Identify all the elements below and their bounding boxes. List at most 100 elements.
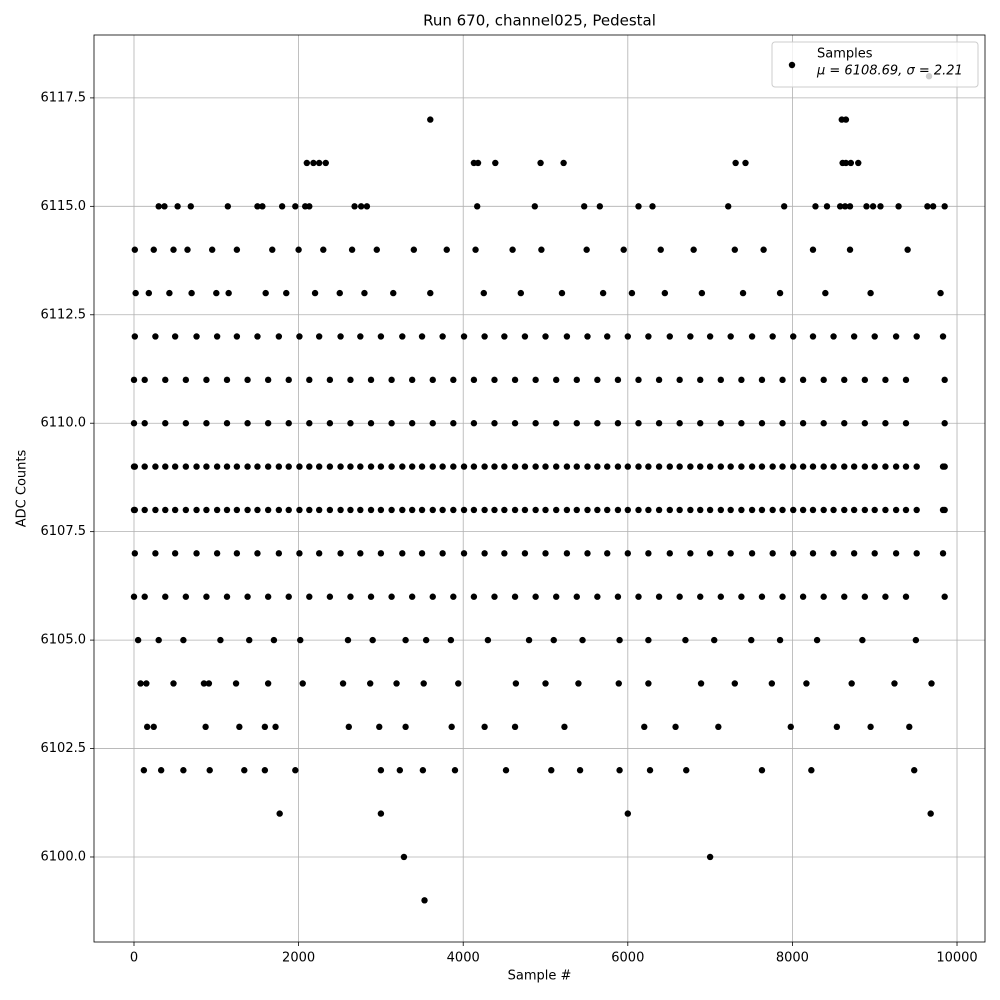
point <box>511 723 519 731</box>
point <box>203 506 210 514</box>
point <box>830 506 837 514</box>
point <box>501 550 508 557</box>
point <box>347 593 354 600</box>
legend-stats: μ = 6108.69, σ = 2.21 <box>816 64 963 79</box>
point <box>882 420 889 427</box>
point <box>655 593 663 600</box>
point <box>326 593 334 600</box>
point <box>666 333 673 340</box>
point <box>863 203 870 210</box>
point <box>725 203 732 210</box>
point <box>254 333 261 340</box>
point <box>244 420 251 427</box>
point <box>624 550 632 557</box>
point <box>200 680 208 687</box>
point <box>799 463 807 470</box>
point <box>758 420 766 427</box>
point <box>521 333 529 340</box>
point <box>511 463 519 470</box>
point <box>285 593 292 600</box>
point <box>429 506 436 514</box>
point <box>152 550 159 557</box>
point <box>455 680 462 687</box>
point <box>563 463 571 470</box>
point <box>760 246 767 253</box>
point <box>450 463 457 470</box>
point <box>645 636 652 644</box>
point <box>264 463 272 470</box>
point <box>306 203 313 210</box>
point <box>140 767 148 774</box>
point <box>225 289 232 297</box>
point <box>928 680 935 687</box>
point <box>337 333 344 340</box>
point <box>213 463 221 470</box>
point <box>553 506 560 514</box>
point <box>377 463 385 470</box>
point <box>842 159 850 167</box>
point <box>553 593 560 600</box>
point <box>594 463 601 470</box>
point <box>690 246 697 253</box>
point <box>779 420 786 427</box>
point <box>162 420 169 427</box>
point <box>285 420 292 427</box>
point <box>188 289 195 297</box>
point <box>687 333 694 340</box>
point <box>337 506 344 514</box>
point <box>698 289 706 297</box>
point <box>345 723 353 731</box>
point <box>347 420 354 427</box>
point <box>666 463 673 470</box>
point <box>320 246 327 253</box>
point <box>635 376 642 384</box>
point <box>867 289 874 297</box>
point <box>439 333 446 340</box>
point <box>161 203 168 210</box>
point <box>666 550 673 557</box>
point <box>748 463 756 470</box>
point <box>264 420 272 427</box>
point <box>809 333 817 340</box>
point <box>532 593 539 600</box>
x-tick-label: 4000 <box>447 951 480 966</box>
y-axis-label: ADC Counts <box>15 450 30 528</box>
point <box>244 506 251 514</box>
point <box>683 767 690 774</box>
point <box>841 593 848 600</box>
point <box>809 550 817 557</box>
point <box>184 246 191 253</box>
point <box>473 203 481 210</box>
point <box>717 593 725 600</box>
point <box>511 506 519 514</box>
point <box>297 636 304 644</box>
point <box>929 203 937 210</box>
point <box>850 333 858 340</box>
point <box>223 376 231 384</box>
point <box>799 376 807 384</box>
point <box>731 680 739 687</box>
point <box>205 680 213 687</box>
point <box>275 463 283 470</box>
point <box>326 376 334 384</box>
point <box>645 463 652 470</box>
point <box>429 420 436 427</box>
point <box>635 593 642 600</box>
point <box>450 593 457 600</box>
point <box>182 376 190 384</box>
point <box>727 463 734 470</box>
point <box>558 289 566 297</box>
point <box>553 420 560 427</box>
point <box>171 333 179 340</box>
point <box>902 463 910 470</box>
point <box>402 723 409 731</box>
point <box>450 420 457 427</box>
point <box>180 636 187 644</box>
point <box>739 289 747 297</box>
point <box>560 159 567 167</box>
point <box>418 463 426 470</box>
point <box>418 506 426 514</box>
point <box>769 333 776 340</box>
point <box>655 506 663 514</box>
point <box>871 506 878 514</box>
